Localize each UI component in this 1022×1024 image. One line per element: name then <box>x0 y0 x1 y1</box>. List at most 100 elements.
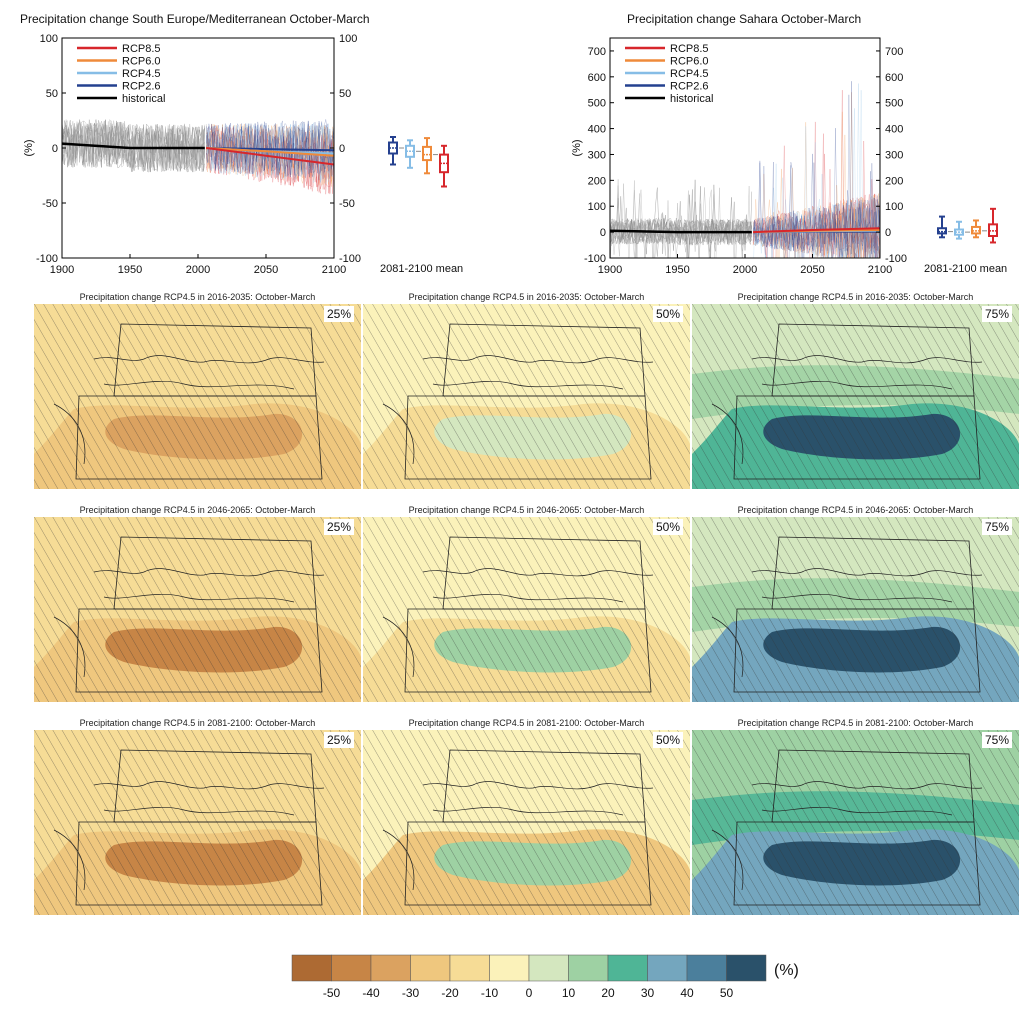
map-hatching <box>34 304 361 489</box>
x-tick-label: 2100 <box>322 264 346 276</box>
scenario-member-line <box>752 198 880 258</box>
map-title: Precipitation change RCP4.5 in 2046-2065… <box>408 505 645 515</box>
y-tick-label-left: 200 <box>588 175 606 187</box>
colorbar-tick-label: 10 <box>562 986 576 1000</box>
y-tick-label-left: -100 <box>36 253 58 265</box>
colorbar-swatch <box>686 954 727 982</box>
scenario-member-line <box>752 153 880 258</box>
map-hatching <box>363 517 690 702</box>
scenario-member-line <box>205 123 334 183</box>
scenario-member-line <box>205 123 334 186</box>
precipitation-map <box>692 730 1019 915</box>
precipitation-map <box>363 730 690 915</box>
precipitation-map <box>692 517 1019 702</box>
y-tick-label-right: 0 <box>885 227 891 239</box>
x-tick-label: 2000 <box>733 264 757 276</box>
y-tick-label-right: -100 <box>339 253 361 265</box>
map-hatching <box>363 304 690 489</box>
map-hatching <box>34 730 361 915</box>
y-tick-label-right: 400 <box>885 124 903 136</box>
series-line-rcp60 <box>206 147 334 157</box>
scenario-member-line <box>205 124 334 186</box>
legend-label: historical <box>122 93 165 105</box>
scenario-member-line <box>752 83 880 258</box>
region-box-sahara <box>733 395 981 480</box>
colorbar-tick-label: -10 <box>481 986 499 1000</box>
series-line-rcp85 <box>206 147 334 166</box>
map-hatching <box>34 517 361 702</box>
y-tick-label-right: 500 <box>885 98 903 110</box>
colorbar-tick-label: 30 <box>641 986 655 1000</box>
map-title: Precipitation change RCP4.5 in 2046-2065… <box>79 505 316 515</box>
region-box-sahara <box>404 821 652 906</box>
map-title: Precipitation change RCP4.5 in 2016-2035… <box>737 292 974 302</box>
region-box-sahara <box>75 395 323 480</box>
scenario-member-line <box>205 123 334 183</box>
boxplot-rcp45 <box>405 139 421 169</box>
historical-member-line <box>62 119 206 173</box>
boxplot-rcp85 <box>439 144 449 188</box>
legend-label: RCP2.6 <box>122 81 161 93</box>
percentile-label: 50% <box>653 519 684 535</box>
y-tick-label-left: 50 <box>46 88 58 100</box>
colorbar-tick-label: -20 <box>441 986 459 1000</box>
scenario-member-line <box>205 120 334 178</box>
chart2-plot: 700 700 600 600 500 500 400 400 300 300 200 200 100 1… <box>571 37 998 276</box>
boxplot-rcp85 <box>988 207 998 244</box>
percentile-label: 25% <box>324 519 355 535</box>
colorbar-swatch <box>528 954 569 982</box>
y-tick-label-right: 100 <box>339 33 357 45</box>
percentile-label: 75% <box>982 732 1013 748</box>
colorbar-tick-label: 0 <box>526 986 533 1000</box>
y-tick-label-right: 100 <box>885 201 903 213</box>
colorbar-swatch <box>291 954 332 982</box>
colorbar-swatch <box>331 954 372 982</box>
y-axis-label: (%) <box>571 139 583 156</box>
colorbar-tick-label: -40 <box>362 986 380 1000</box>
colorbar-tick-label: 20 <box>601 986 615 1000</box>
colorbar-swatch <box>647 954 688 982</box>
colorbar-swatch <box>568 954 609 982</box>
y-tick-label-left: 100 <box>40 33 58 45</box>
scenario-member-line <box>752 179 880 258</box>
chart1-title: Precipitation change South Europe/Medite… <box>20 12 370 26</box>
scenario-member-line <box>205 123 334 185</box>
scenario-member-line <box>752 162 880 258</box>
precipitation-map <box>34 304 361 489</box>
scenario-member-line <box>752 133 880 258</box>
scenario-member-line <box>205 120 334 178</box>
percentile-label: 25% <box>324 732 355 748</box>
colorbar-swatch <box>607 954 648 982</box>
map-title: Precipitation change RCP4.5 in 2081-2100… <box>408 718 645 728</box>
boxplot-rcp60 <box>971 219 987 239</box>
chart2-boxplot-label: 2081-2100 mean <box>924 263 1008 275</box>
precipitation-map <box>34 517 361 702</box>
scenario-member-line <box>752 168 880 258</box>
y-tick-label-left: 700 <box>588 46 606 58</box>
x-tick-label: 2000 <box>186 264 210 276</box>
legend-label: RCP8.5 <box>122 43 161 55</box>
percentile-label: 25% <box>324 306 355 322</box>
colorbar-swatch <box>726 954 767 982</box>
y-tick-label-right: 300 <box>885 149 903 161</box>
scenario-member-line <box>752 122 880 258</box>
y-tick-label-right: 0 <box>339 143 345 155</box>
region-box-sahara <box>733 821 981 906</box>
boxplot-rcp26 <box>937 215 953 239</box>
precipitation-map <box>363 517 690 702</box>
x-tick-label: 2100 <box>868 264 892 276</box>
series-line-historical <box>62 142 205 150</box>
boxplot-box <box>937 227 947 235</box>
y-tick-label-right: 50 <box>339 88 351 100</box>
y-tick-label-left: 0 <box>52 143 58 155</box>
scenario-member-line <box>205 122 334 179</box>
map-title: Precipitation change RCP4.5 in 2046-2065… <box>737 505 974 515</box>
boxplot-box <box>422 145 432 162</box>
chart1-boxplot-label: 2081-2100 mean <box>380 263 464 275</box>
scenario-member-line <box>205 120 334 179</box>
scenario-member-line <box>752 142 880 258</box>
scenario-member-line <box>752 128 880 258</box>
precipitation-map <box>34 730 361 915</box>
map-title: Precipitation change RCP4.5 in 2081-2100… <box>79 718 316 728</box>
scenario-member-line <box>752 90 880 258</box>
